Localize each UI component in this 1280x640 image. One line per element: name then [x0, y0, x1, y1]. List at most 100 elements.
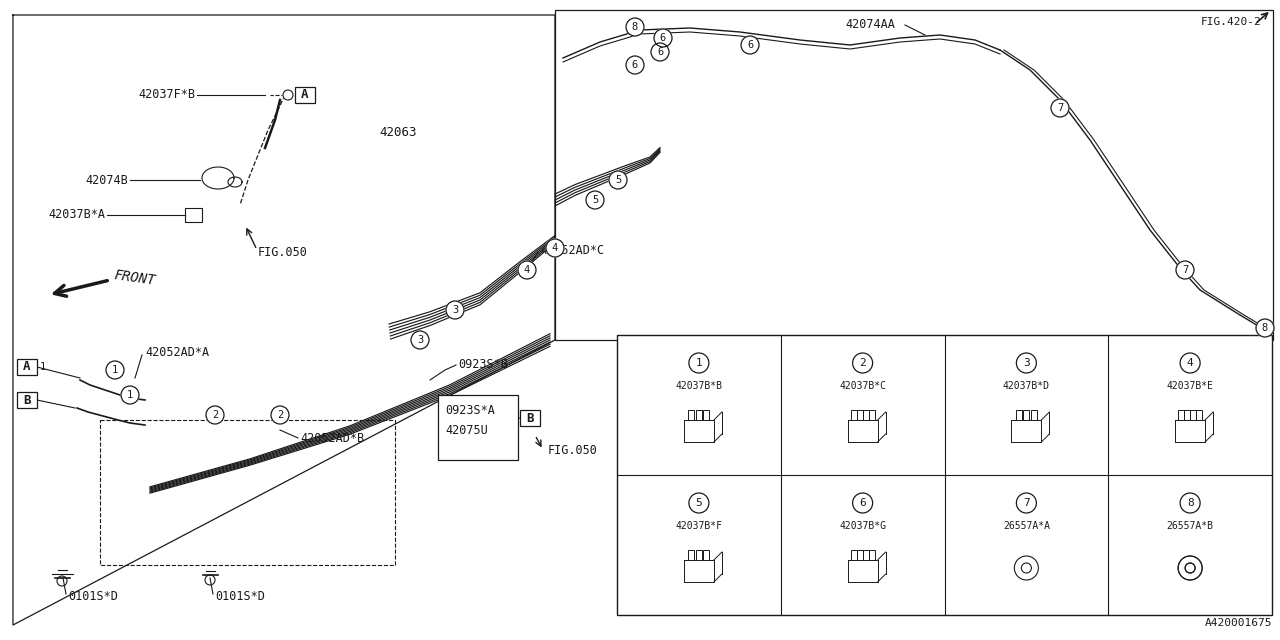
FancyBboxPatch shape [704, 410, 709, 420]
FancyBboxPatch shape [1024, 410, 1029, 420]
FancyBboxPatch shape [1184, 410, 1190, 420]
Text: 42074AA: 42074AA [845, 19, 895, 31]
Circle shape [1180, 493, 1201, 513]
Circle shape [1180, 353, 1201, 373]
Text: 26557A*B: 26557A*B [1166, 521, 1213, 531]
Polygon shape [684, 560, 714, 582]
Text: 1: 1 [111, 365, 118, 375]
Circle shape [609, 171, 627, 189]
Text: 42063: 42063 [379, 125, 417, 138]
Circle shape [654, 29, 672, 47]
Text: B: B [526, 412, 534, 424]
FancyBboxPatch shape [1178, 410, 1184, 420]
Text: 0101S*D: 0101S*D [215, 591, 265, 604]
Text: B: B [23, 394, 31, 406]
Text: A: A [23, 360, 31, 374]
Text: 42037F*B: 42037F*B [138, 88, 195, 102]
Text: 8: 8 [1262, 323, 1268, 333]
Text: 7: 7 [1023, 498, 1029, 508]
FancyBboxPatch shape [704, 550, 709, 560]
Circle shape [689, 353, 709, 373]
FancyBboxPatch shape [863, 550, 869, 560]
Polygon shape [1011, 420, 1042, 442]
Circle shape [1051, 99, 1069, 117]
Text: A420001675: A420001675 [1204, 618, 1272, 628]
Text: 8: 8 [632, 22, 639, 32]
Text: 42074B: 42074B [86, 173, 128, 186]
Text: 42037B*G: 42037B*G [840, 521, 886, 531]
FancyBboxPatch shape [869, 410, 874, 420]
Circle shape [626, 18, 644, 36]
FancyBboxPatch shape [856, 550, 863, 560]
FancyBboxPatch shape [17, 392, 37, 408]
Text: 42037B*B: 42037B*B [676, 381, 722, 391]
Polygon shape [847, 560, 878, 582]
Text: 5: 5 [695, 498, 703, 508]
Text: 1: 1 [127, 390, 133, 400]
Text: 6: 6 [657, 47, 663, 57]
Circle shape [445, 301, 465, 319]
Text: 5: 5 [591, 195, 598, 205]
Text: 42037B*A: 42037B*A [49, 209, 105, 221]
Text: 7: 7 [1181, 265, 1188, 275]
Text: 4: 4 [1187, 358, 1193, 368]
Polygon shape [847, 420, 878, 442]
Text: 4: 4 [524, 265, 530, 275]
Polygon shape [684, 420, 714, 442]
Text: 6: 6 [746, 40, 753, 50]
Circle shape [206, 406, 224, 424]
Circle shape [106, 361, 124, 379]
Text: 5: 5 [614, 175, 621, 185]
Text: A: A [301, 88, 308, 102]
FancyBboxPatch shape [617, 335, 1272, 615]
FancyBboxPatch shape [520, 410, 540, 426]
FancyBboxPatch shape [1190, 410, 1196, 420]
FancyBboxPatch shape [863, 410, 869, 420]
Text: 4: 4 [552, 243, 558, 253]
Circle shape [852, 493, 873, 513]
Text: 7: 7 [1057, 103, 1064, 113]
Text: 1: 1 [40, 362, 46, 372]
Text: 0923S*A: 0923S*A [445, 403, 495, 417]
Circle shape [547, 239, 564, 257]
Circle shape [586, 191, 604, 209]
Text: 42037B*E: 42037B*E [1166, 381, 1213, 391]
FancyBboxPatch shape [696, 550, 701, 560]
Text: 8: 8 [1187, 498, 1193, 508]
Text: 3: 3 [1023, 358, 1029, 368]
Circle shape [271, 406, 289, 424]
FancyBboxPatch shape [869, 550, 874, 560]
Circle shape [411, 331, 429, 349]
Circle shape [852, 353, 873, 373]
Text: 0923S*B: 0923S*B [458, 358, 508, 371]
Text: FIG.050: FIG.050 [548, 444, 598, 456]
FancyBboxPatch shape [184, 207, 201, 221]
Text: 42052AD*A: 42052AD*A [145, 346, 209, 358]
Text: 42052AD*B: 42052AD*B [300, 431, 364, 445]
Polygon shape [1175, 420, 1206, 442]
Circle shape [518, 261, 536, 279]
Text: 6: 6 [632, 60, 639, 70]
Text: 1: 1 [695, 358, 703, 368]
FancyBboxPatch shape [851, 550, 856, 560]
Text: 42052AD*C: 42052AD*C [540, 243, 604, 257]
Circle shape [1176, 261, 1194, 279]
Circle shape [1014, 556, 1038, 580]
Text: FRONT: FRONT [113, 268, 156, 288]
FancyBboxPatch shape [689, 550, 694, 560]
Text: 2: 2 [212, 410, 218, 420]
FancyBboxPatch shape [1016, 410, 1021, 420]
FancyBboxPatch shape [17, 359, 37, 375]
Text: 26557A*A: 26557A*A [1002, 521, 1050, 531]
Text: 42075U: 42075U [445, 424, 488, 436]
Circle shape [1016, 493, 1037, 513]
FancyBboxPatch shape [556, 10, 1274, 340]
FancyBboxPatch shape [856, 410, 863, 420]
Text: 3: 3 [452, 305, 458, 315]
FancyBboxPatch shape [1196, 410, 1202, 420]
Text: 3: 3 [417, 335, 424, 345]
Circle shape [626, 56, 644, 74]
Circle shape [741, 36, 759, 54]
Text: 42037B*D: 42037B*D [1002, 381, 1050, 391]
Text: 0101S*D: 0101S*D [68, 591, 118, 604]
